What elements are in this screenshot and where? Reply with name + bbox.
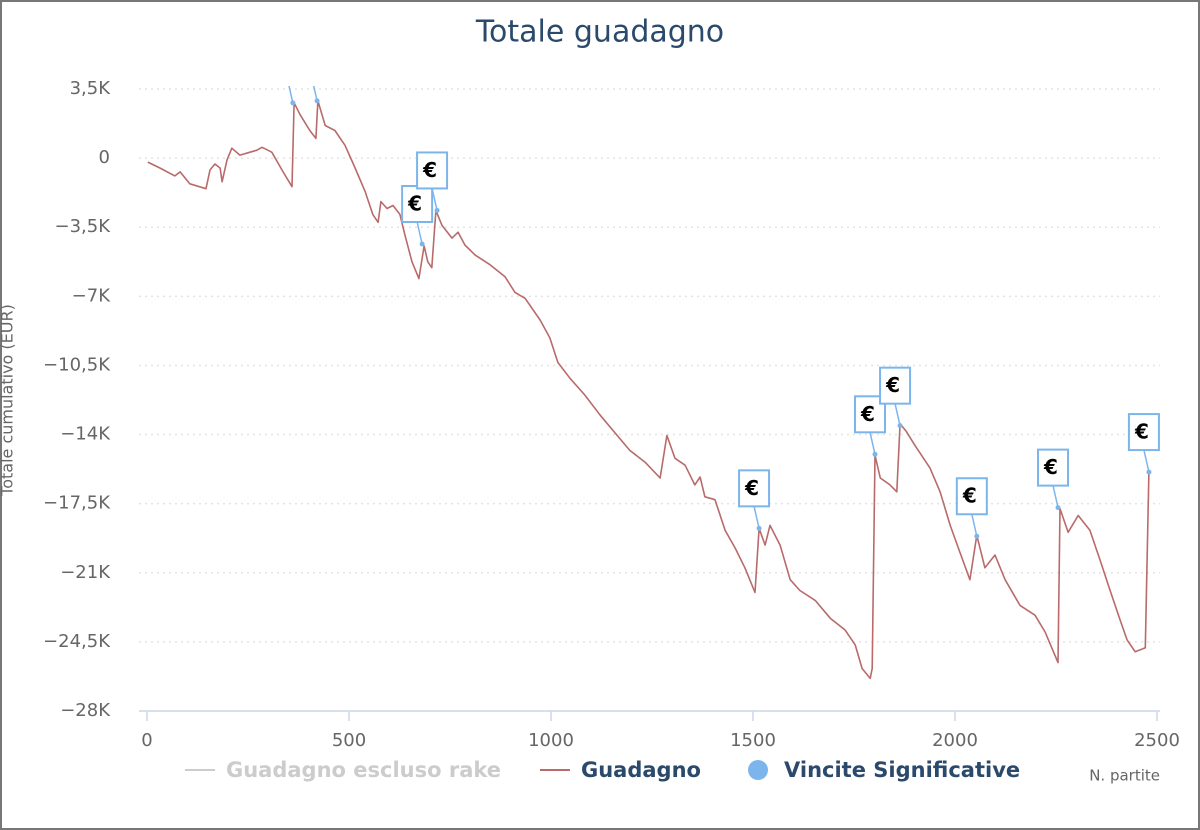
flag-label: € — [1043, 455, 1058, 479]
flag-label: € — [885, 373, 900, 397]
flags: €€€€€€€€€€ — [288, 86, 1160, 537]
flag — [854, 395, 887, 434]
flag-label: € — [407, 192, 422, 216]
flag-connector — [431, 188, 438, 211]
legend-label: Vincite Significative — [784, 758, 1020, 782]
x-tick-label: 1000 — [528, 730, 574, 751]
flag-connector — [753, 506, 760, 529]
y-tick-label: −14K — [60, 424, 111, 445]
x-tick-label: 2000 — [932, 730, 978, 751]
x-tick-label: 0 — [141, 730, 152, 751]
flag-label: € — [962, 484, 977, 508]
y-tick-label: 0 — [99, 147, 110, 168]
y-tick-label: −17,5K — [43, 493, 111, 514]
flag-label: € — [1134, 420, 1149, 444]
y-tick-label: −3,5K — [54, 216, 111, 237]
y-tick-label: −10,5K — [43, 354, 111, 375]
series-line — [147, 100, 1150, 680]
flag — [955, 477, 988, 516]
grid: 3,5K 0 −3,5K −7K −10,5K −14K −17,5K −21K −24,5K −… — [43, 78, 1180, 751]
flag-connector — [416, 221, 423, 245]
flag-connector — [312, 86, 318, 102]
flag-connector — [1143, 449, 1150, 473]
legend-label: Guadagno escluso rake — [226, 758, 501, 782]
legend-symbol — [748, 760, 768, 780]
chart-title: Totale guadagno — [475, 15, 724, 50]
y-tick-label: −28K — [60, 700, 111, 721]
flag-connector — [869, 432, 876, 455]
y-tick-label: −7K — [72, 285, 112, 306]
x-axis-title: N. partite — [1089, 767, 1160, 785]
flag — [401, 185, 434, 224]
flag-label: € — [744, 476, 759, 500]
legend: Guadagno escluso rake Guadagno Vincite Sig… — [185, 758, 1020, 782]
legend-label: Guadagno — [581, 758, 701, 782]
x-tick-label: 1500 — [730, 730, 776, 751]
flag — [416, 151, 449, 190]
flag — [1037, 448, 1070, 487]
flag-connector — [894, 403, 901, 426]
y-tick-label: −24,5K — [43, 631, 111, 652]
flag-label: € — [422, 158, 437, 182]
flag-connector — [971, 514, 978, 537]
flag — [1127, 413, 1160, 452]
flag-label: € — [860, 402, 875, 426]
y-tick-label: −21K — [60, 562, 111, 583]
flag — [738, 469, 771, 508]
y-tick-label: 3,5K — [70, 78, 112, 99]
x-tick-label: 2500 — [1134, 730, 1180, 751]
flag-connector — [1052, 485, 1059, 508]
y-axis-title: Totale cumulativo (EUR) — [0, 304, 17, 497]
flag — [879, 366, 912, 405]
x-tick-label: 500 — [332, 730, 366, 751]
flag-connector — [288, 86, 294, 103]
